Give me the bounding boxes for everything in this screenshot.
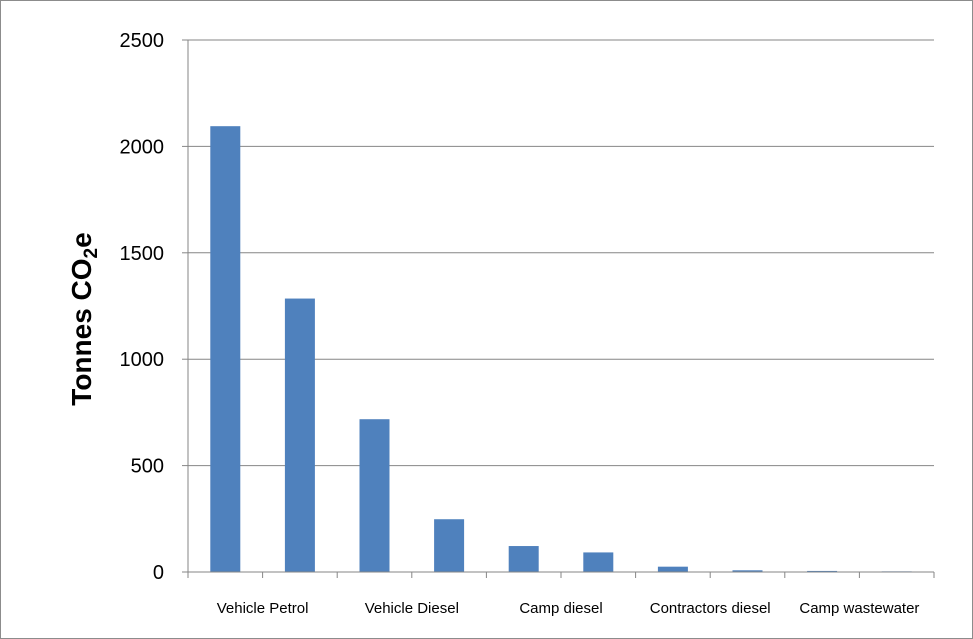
axes <box>182 39 935 578</box>
x-category-label: Contractors diesel <box>650 600 771 617</box>
y-tick-label: 1500 <box>120 243 165 265</box>
y-tick-label: 2000 <box>120 136 165 158</box>
x-category-label: Vehicle Petrol <box>217 600 309 617</box>
y-tick-label: 500 <box>131 456 164 478</box>
y-tick-label: 2500 <box>120 30 165 52</box>
bar <box>508 546 539 572</box>
bars <box>210 126 912 573</box>
bar <box>210 126 241 573</box>
y-tick-label: 1000 <box>120 349 165 371</box>
bar <box>284 298 315 572</box>
y-tick-label: 0 <box>153 562 164 584</box>
labels: 0 500 1000 1500 2000 2500 Vehicle Petrol Vehicl… <box>120 30 920 617</box>
bar <box>807 570 838 572</box>
bar <box>583 552 614 572</box>
x-category-label: Camp wastewater <box>799 600 919 617</box>
x-category-label: Camp diesel <box>519 600 602 617</box>
bar <box>732 570 763 572</box>
bar <box>434 519 465 572</box>
y-axis-title: Tonnes CO2e <box>66 232 102 405</box>
x-category-label: Vehicle Diesel <box>365 600 459 617</box>
bar <box>359 419 390 572</box>
bar <box>657 566 688 572</box>
